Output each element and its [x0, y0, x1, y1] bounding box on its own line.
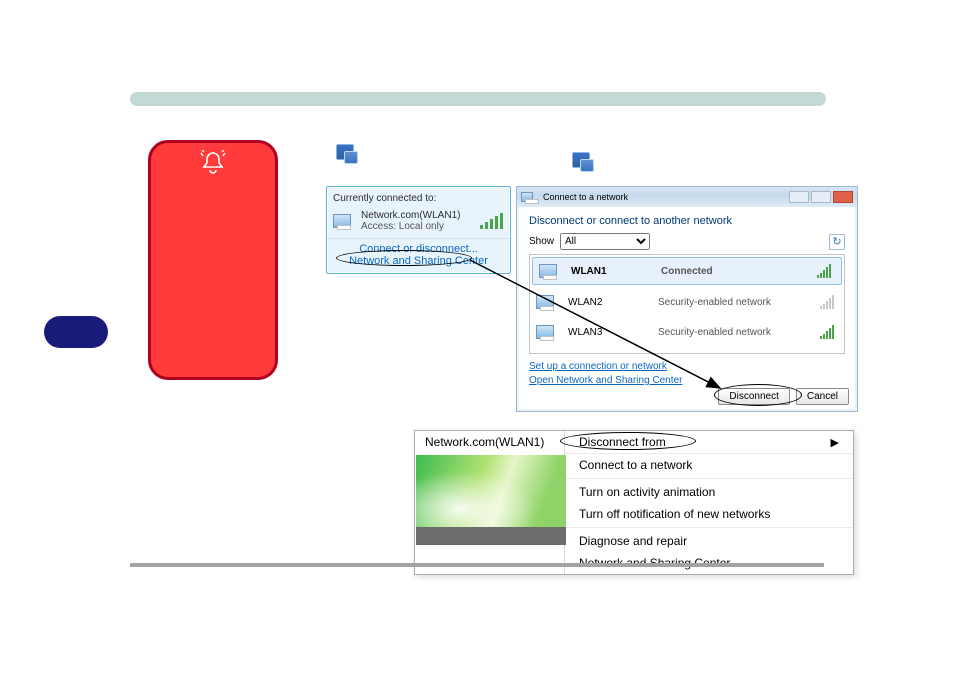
tooltip-access: Access: Local only: [361, 221, 460, 232]
signal-strength-icon: [820, 325, 838, 339]
menu-separator: [565, 478, 853, 479]
setup-connection-link[interactable]: Set up a connection or network: [529, 360, 845, 374]
dialog-titlebar: Connect to a network: [517, 187, 857, 207]
maximize-button[interactable]: [811, 191, 831, 203]
menu-turn-on-animation[interactable]: Turn on activity animation: [565, 481, 853, 503]
network-status: Security-enabled network: [658, 297, 810, 308]
network-tray-icon[interactable]: [336, 144, 354, 160]
computer-icon: [539, 264, 557, 278]
alarm-icon: [200, 150, 226, 180]
refresh-icon[interactable]: ↻: [829, 234, 845, 250]
minimize-button[interactable]: [789, 191, 809, 203]
show-select[interactable]: All: [560, 233, 650, 250]
dialog-subtitle: Disconnect or connect to another network: [529, 215, 845, 233]
menu-turn-off-notifications[interactable]: Turn off notification of new networks: [565, 503, 853, 525]
open-sharing-center-link[interactable]: Open Network and Sharing Center: [529, 374, 845, 388]
signal-strength-icon: [820, 295, 838, 309]
top-separator-bar: [130, 92, 826, 106]
submenu-arrow-icon: ▶: [831, 436, 839, 449]
computer-icon: [536, 325, 554, 339]
network-context-menu: Network.com(WLAN1) Disconnect from ▶ Con…: [414, 430, 854, 575]
network-sharing-center-link[interactable]: Network and Sharing Center: [333, 255, 504, 267]
network-list: WLAN1 Connected WLAN2 Security-enabled n…: [529, 254, 845, 354]
signal-strength-icon: [480, 213, 504, 229]
menu-separator: [565, 527, 853, 528]
tooltip-network-name: Network.com(WLAN1): [361, 210, 460, 221]
network-status: Security-enabled network: [658, 327, 810, 338]
show-label: Show: [529, 236, 554, 247]
network-status: Connected: [661, 266, 807, 277]
dialog-title: Connect to a network: [543, 192, 628, 202]
disconnect-button[interactable]: Disconnect: [718, 388, 789, 405]
network-tray-icon[interactable]: [572, 152, 590, 168]
network-tooltip: Currently connected to: Network.com(WLAN…: [326, 186, 511, 274]
network-item[interactable]: WLAN1 Connected: [532, 257, 842, 285]
connect-disconnect-link[interactable]: Connect or disconnect...: [333, 243, 504, 255]
blue-pill: [44, 316, 108, 348]
computer-icon: [333, 214, 351, 228]
bottom-separator: [130, 563, 824, 567]
menu-item-label: Disconnect from: [579, 435, 666, 449]
signal-strength-icon: [817, 264, 835, 278]
network-name: WLAN1: [571, 266, 651, 277]
network-item[interactable]: WLAN3 Security-enabled network: [530, 317, 844, 347]
network-name: WLAN2: [568, 297, 648, 308]
tooltip-header: Currently connected to:: [327, 187, 510, 208]
menu-diagnose-repair[interactable]: Diagnose and repair: [565, 530, 853, 552]
desktop-background: [416, 455, 566, 545]
menu-disconnect-from[interactable]: Disconnect from ▶: [565, 431, 853, 454]
close-button[interactable]: [833, 191, 853, 203]
computer-icon: [536, 295, 554, 309]
network-name: WLAN3: [568, 327, 648, 338]
cancel-button[interactable]: Cancel: [796, 388, 849, 405]
app-icon: [521, 192, 533, 202]
connect-network-dialog: Connect to a network Disconnect or conne…: [516, 186, 858, 412]
menu-connect-network[interactable]: Connect to a network: [565, 454, 853, 476]
network-item[interactable]: WLAN2 Security-enabled network: [530, 287, 844, 317]
